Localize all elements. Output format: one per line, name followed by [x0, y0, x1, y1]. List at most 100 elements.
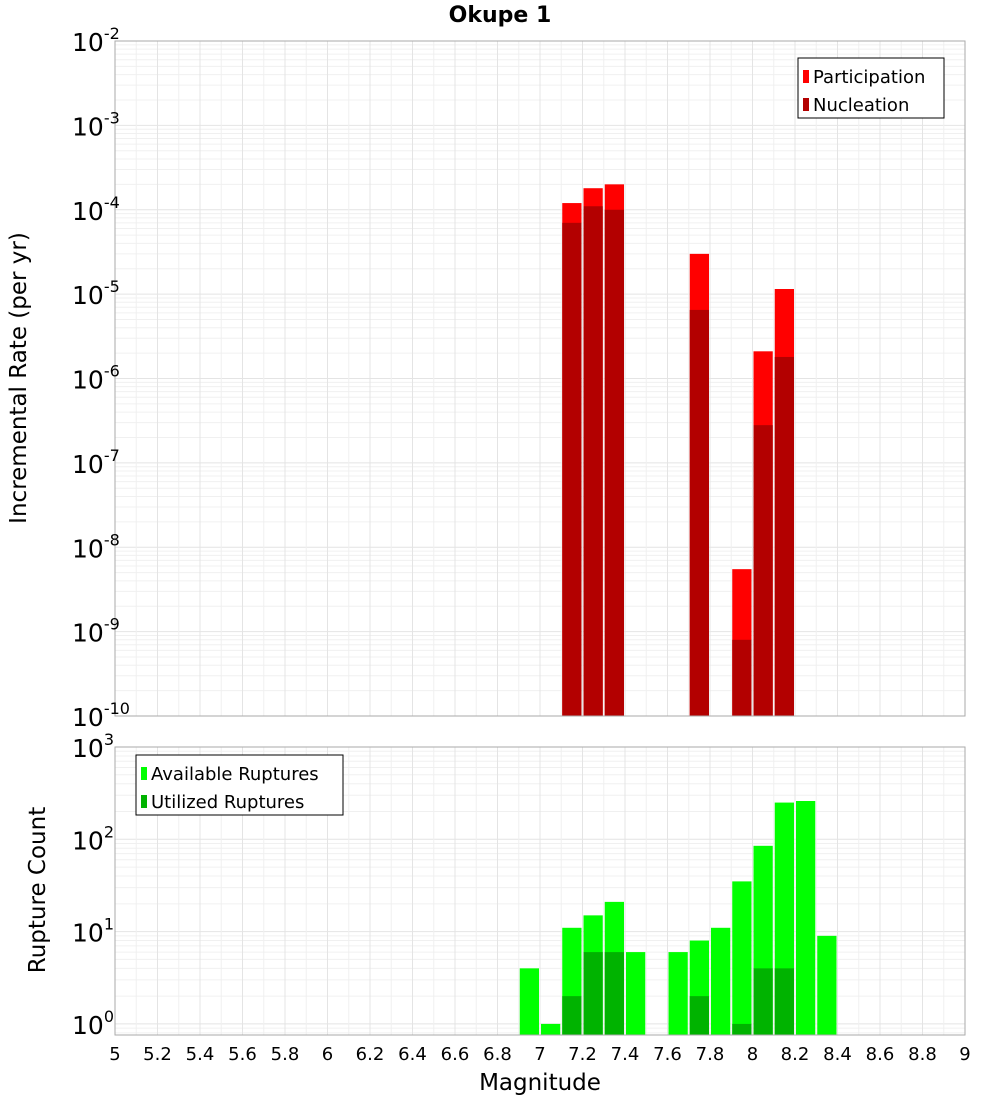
y-tick-base: 10 — [72, 919, 104, 948]
bar-nucleation — [562, 222, 582, 716]
y-tick-base: 10 — [72, 281, 104, 310]
y-tick-exponent: -9 — [104, 615, 120, 634]
bar-available-ruptures — [796, 801, 816, 1035]
x-tick-label: 8.8 — [908, 1044, 937, 1065]
y-tick-label: 100 — [72, 1007, 114, 1040]
bar-available-ruptures — [711, 927, 731, 1035]
bar-available-ruptures — [541, 1023, 561, 1035]
x-tick-label: 5 — [109, 1044, 120, 1065]
bar-nucleation — [583, 206, 603, 716]
y-tick-label: 10-8 — [72, 530, 120, 563]
x-tick-label: 7.2 — [568, 1044, 597, 1065]
x-tick-label: 8.2 — [781, 1044, 810, 1065]
bar-nucleation — [689, 309, 709, 716]
y-tick-exponent: -5 — [104, 277, 120, 296]
legend-swatch — [803, 70, 809, 83]
x-tick-label: 6.2 — [356, 1044, 385, 1065]
bar-utilized-ruptures — [753, 968, 773, 1035]
y-tick-base: 10 — [72, 28, 104, 57]
bar-utilized-ruptures — [732, 1023, 752, 1035]
legend-box — [797, 57, 945, 119]
bar-available-ruptures — [519, 968, 539, 1035]
y-tick-label: 10-7 — [72, 446, 120, 479]
y-tick-base: 10 — [72, 534, 104, 563]
y-tick-exponent: 3 — [104, 730, 114, 749]
x-tick-label: 6.6 — [441, 1044, 470, 1065]
x-tick-label: 7.4 — [611, 1044, 640, 1065]
y-tick-base: 10 — [72, 826, 104, 855]
plot-frame — [114, 40, 966, 717]
bar-nucleation — [774, 356, 794, 716]
bar-utilized-ruptures — [604, 952, 624, 1035]
y-tick-label: 102 — [72, 822, 114, 855]
x-tick-label: 5.2 — [143, 1044, 172, 1065]
bar-available-ruptures — [668, 952, 688, 1035]
bar-available-ruptures — [626, 952, 646, 1035]
y-tick-base: 10 — [72, 619, 104, 648]
y-tick-base: 10 — [72, 366, 104, 395]
x-tick-label: 8.6 — [866, 1044, 895, 1065]
y-axis-label-rate: Incremental Rate (per yr) — [6, 232, 32, 524]
bar-nucleation — [753, 425, 773, 716]
bar-utilized-ruptures — [689, 996, 709, 1035]
bar-utilized-ruptures — [583, 952, 603, 1035]
legend-swatch — [803, 98, 809, 111]
y-tick-base: 10 — [72, 703, 104, 732]
bar-utilized-ruptures — [774, 968, 794, 1035]
y-tick-exponent: 0 — [104, 1007, 114, 1026]
y-tick-label: 10-5 — [72, 277, 120, 310]
x-tick-label: 5.6 — [228, 1044, 257, 1065]
y-tick-exponent: -10 — [104, 699, 130, 718]
y-tick-label: 101 — [72, 915, 114, 948]
legend-swatch — [141, 767, 147, 780]
y-tick-label: 10-3 — [72, 108, 120, 141]
bar-available-ruptures — [817, 935, 837, 1035]
x-tick-label: 6 — [322, 1044, 333, 1065]
rate-plot: 10-210-310-410-510-610-710-810-910-10Par… — [72, 24, 966, 732]
legend-label: Available Ruptures — [151, 764, 319, 785]
bar-nucleation — [732, 639, 752, 716]
legend-swatch — [141, 795, 147, 808]
x-tick-label: 6.8 — [483, 1044, 512, 1065]
y-tick-exponent: -2 — [104, 24, 120, 43]
y-tick-label: 10-10 — [72, 699, 130, 732]
x-tick-label: 5.8 — [271, 1044, 300, 1065]
y-tick-exponent: -4 — [104, 193, 120, 212]
y-tick-base: 10 — [72, 450, 104, 479]
y-tick-base: 10 — [72, 734, 104, 763]
y-axis-label-count: Rupture Count — [25, 807, 51, 973]
bar-nucleation — [604, 209, 624, 716]
y-tick-exponent: -7 — [104, 446, 120, 465]
y-tick-exponent: -8 — [104, 530, 120, 549]
legend-label: Participation — [813, 67, 925, 88]
x-tick-label: 6.4 — [398, 1044, 427, 1065]
bar-available-ruptures — [732, 881, 752, 1035]
x-axis-label: Magnitude — [479, 1070, 601, 1096]
y-tick-label: 10-6 — [72, 362, 120, 395]
x-tick-label: 7 — [534, 1044, 545, 1065]
chart-title: Okupe 1 — [449, 3, 552, 28]
legend-label: Utilized Ruptures — [151, 792, 304, 813]
y-tick-base: 10 — [72, 197, 104, 226]
y-tick-exponent: 1 — [104, 915, 114, 934]
plot-frame — [114, 746, 966, 1036]
x-tick-label: 8.4 — [823, 1044, 852, 1065]
y-tick-base: 10 — [72, 112, 104, 141]
y-tick-exponent: 2 — [104, 822, 114, 841]
y-tick-exponent: -3 — [104, 108, 120, 127]
y-tick-base: 10 — [72, 1011, 104, 1040]
y-tick-label: 10-9 — [72, 615, 120, 648]
y-tick-exponent: -6 — [104, 362, 120, 381]
x-tick-label: 8 — [747, 1044, 758, 1065]
x-tick-label: 9 — [959, 1044, 970, 1065]
legend-box — [135, 754, 344, 816]
y-tick-label: 10-2 — [72, 24, 120, 57]
y-tick-label: 10-4 — [72, 193, 120, 226]
legend-label: Nucleation — [813, 95, 909, 116]
x-tick-label: 5.4 — [186, 1044, 215, 1065]
x-tick-label: 7.8 — [696, 1044, 725, 1065]
x-tick-label: 7.6 — [653, 1044, 682, 1065]
